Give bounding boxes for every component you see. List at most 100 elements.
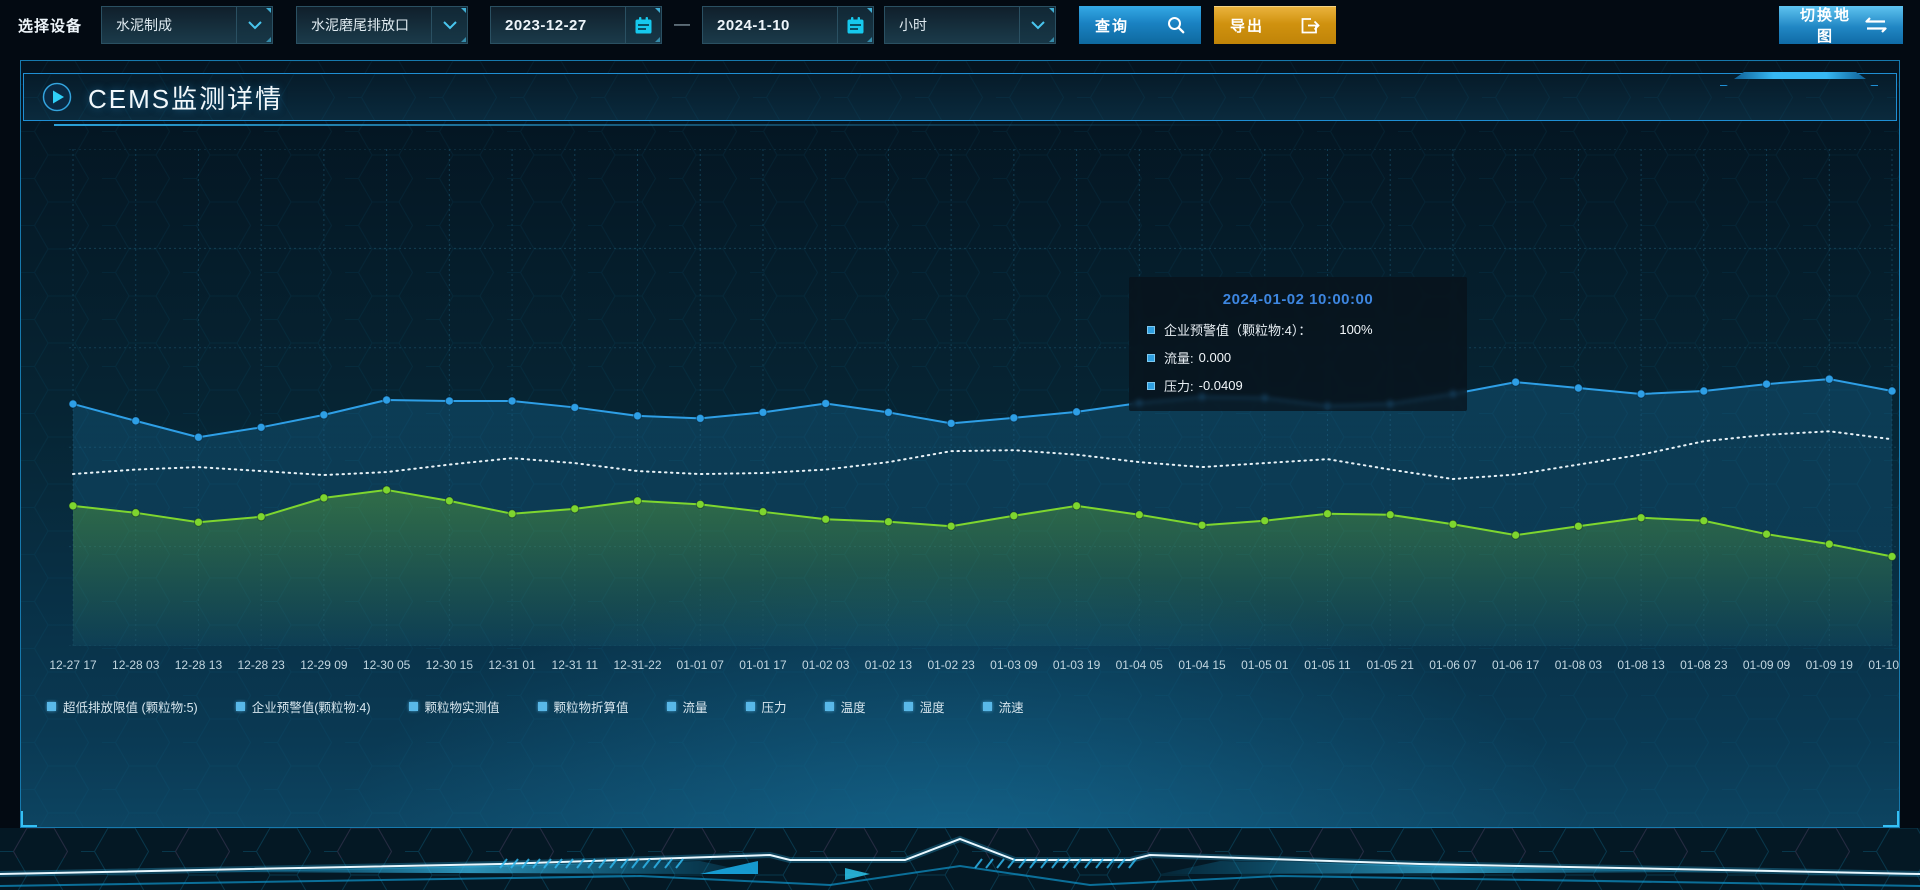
- x-axis-label: 01-08 13: [1617, 658, 1665, 672]
- x-axis-label: 01-06 07: [1429, 658, 1477, 672]
- x-axis-label: 12-27 17: [49, 658, 97, 672]
- x-axis-label: 01-03 19: [1052, 658, 1101, 672]
- device-dropdown[interactable]: 水泥制成: [101, 6, 274, 44]
- chart-legend: 超低排放限值 (颗粒物:5) 企业预警值(颗粒物:4) 颗粒物实测值 颗粒物折算值 流量…: [47, 697, 1024, 716]
- x-axis-label: 12-29 09: [300, 658, 348, 672]
- legend-label: 流量: [682, 701, 708, 715]
- x-axis-label: 01-02 03: [802, 658, 850, 672]
- legend-marker: [666, 702, 676, 711]
- tooltip-series-value: 100%: [1339, 322, 1373, 337]
- x-axis-label: 12-28 03: [112, 658, 160, 672]
- query-button[interactable]: 查询: [1079, 6, 1202, 44]
- x-axis-label: 01-02 13: [864, 658, 913, 672]
- tooltip-row: 企业预警值（颗粒物:4）： 100%: [1147, 320, 1449, 339]
- date-range-separator: —: [674, 16, 691, 33]
- chevron-down-icon: [247, 20, 262, 30]
- outlet-dropdown[interactable]: 水泥磨尾排放口: [296, 6, 469, 44]
- tooltip-series-marker: [1147, 381, 1155, 390]
- x-axis-label: 12-31-22: [613, 658, 662, 672]
- toolbar: 选择设备 水泥制成 水泥磨尾排放口 2023-12-27 — 2024-1-10…: [0, 6, 1920, 45]
- chevron-down-icon: [1030, 20, 1045, 30]
- x-axis-label: 01-03 09: [990, 658, 1038, 672]
- x-axis-label: 01-09 19: [1805, 658, 1853, 672]
- start-date-value: 2023-12-27: [505, 16, 587, 34]
- tooltip-series-marker: [1147, 325, 1155, 334]
- x-axis-label: 01-05 11: [1304, 658, 1351, 672]
- legend-item[interactable]: 湿度: [903, 697, 945, 716]
- panel-title-bar: CEMS监测详情: [23, 72, 1897, 126]
- tooltip-series-label: 压力:: [1164, 379, 1194, 394]
- legend-label: 企业预警值(颗粒物:4): [251, 701, 371, 715]
- x-axis-labels: 12-27 17 12-28 03 12-28 13 12-28 23 12-29 09…: [49, 658, 1899, 674]
- legend-label: 压力: [761, 701, 787, 715]
- legend-marker: [982, 702, 992, 711]
- legend-label: 湿度: [919, 701, 945, 715]
- x-axis-label: 12-28 13: [174, 658, 223, 672]
- x-axis-label: 01-10 05: [1868, 658, 1900, 672]
- x-axis-label: 01-02 23: [927, 658, 975, 672]
- x-axis-label: 01-04 15: [1178, 658, 1226, 672]
- tooltip-series-marker: [1147, 353, 1155, 362]
- tooltip-row: 流量: 0.000: [1147, 348, 1449, 367]
- legend-label: 流速: [998, 701, 1024, 715]
- x-axis-label: 12-31 11: [551, 658, 599, 672]
- switch-map-button-label: 切换地图: [1799, 7, 1851, 45]
- export-button[interactable]: 导出: [1214, 6, 1337, 44]
- titlebar-accent-bar: [1734, 72, 1866, 79]
- legend-marker: [824, 702, 834, 711]
- legend-marker: [745, 702, 755, 711]
- x-axis-label: 12-30 05: [362, 658, 411, 672]
- tooltip-timestamp: 2024-01-02 10:00:00: [1222, 291, 1374, 308]
- calendar-icon: [634, 16, 653, 35]
- outlet-dropdown-value: 水泥磨尾排放口: [311, 17, 410, 33]
- swap-arrows-icon: [1865, 17, 1887, 33]
- end-date-input[interactable]: 2024-1-10: [702, 6, 875, 44]
- tooltip-series-label: 企业预警值（颗粒物:4）：: [1164, 323, 1312, 338]
- interval-dropdown-value: 小时: [899, 17, 928, 33]
- legend-label: 超低排放限值 (颗粒物:5): [63, 701, 198, 715]
- end-date-value: 2024-1-10: [717, 16, 790, 34]
- start-date-input[interactable]: 2023-12-27: [490, 6, 663, 44]
- chart-tooltip: 2024-01-02 10:00:00 企业预警值（颗粒物:4）： 100% 流量:…: [1129, 277, 1467, 411]
- legend-item[interactable]: 流速: [982, 697, 1024, 716]
- tooltip-series-value: 0.000: [1198, 350, 1232, 365]
- legend-marker: [903, 702, 913, 711]
- x-axis-label: 01-08 03: [1554, 658, 1603, 672]
- page-title: CEMS监测详情: [88, 83, 284, 114]
- x-axis-label: 01-05 21: [1366, 658, 1414, 672]
- legend-item[interactable]: 颗粒物实测值: [408, 697, 500, 716]
- tooltip-row: 压力: -0.0409: [1147, 376, 1449, 395]
- x-axis-label: 01-01 17: [739, 658, 787, 672]
- legend-item[interactable]: 压力: [745, 697, 787, 716]
- legend-item[interactable]: 流量: [666, 697, 708, 716]
- legend-label: 颗粒物折算值: [553, 701, 629, 715]
- x-axis-label: 01-06 17: [1491, 658, 1540, 672]
- legend-label: 温度: [840, 701, 866, 715]
- x-axis-label: 01-09 09: [1742, 658, 1791, 672]
- line-chart[interactable]: [68, 148, 1897, 647]
- legend-marker: [235, 702, 245, 711]
- search-icon: [1167, 16, 1185, 34]
- legend-marker: [47, 702, 56, 711]
- bottom-decoration: [0, 828, 1920, 890]
- tooltip-series-value: -0.0409: [1198, 378, 1243, 393]
- legend-item[interactable]: 超低排放限值 (颗粒物:5): [47, 697, 198, 716]
- switch-map-button[interactable]: 切换地图: [1779, 6, 1903, 45]
- legend-item[interactable]: 企业预警值(颗粒物:4): [235, 697, 371, 716]
- query-button-label: 查询: [1095, 17, 1130, 35]
- interval-dropdown[interactable]: 小时: [884, 6, 1057, 44]
- chevron-down-icon: [442, 20, 457, 30]
- titlebar-notch: [1720, 81, 1878, 86]
- cems-monitor-panel: CEMS监测详情 12-27 17 12-28 03 12-28 13 12-28 2…: [20, 60, 1900, 828]
- x-axis-label: 12-28 23: [237, 658, 285, 672]
- x-axis-label: 12-30 15: [425, 658, 474, 672]
- tooltip-series-label: 流量:: [1164, 351, 1194, 366]
- legend-marker: [408, 702, 418, 711]
- device-dropdown-value: 水泥制成: [116, 17, 173, 33]
- play-icon[interactable]: [42, 82, 72, 112]
- legend-item[interactable]: 颗粒物折算值: [537, 697, 629, 716]
- export-button-label: 导出: [1230, 18, 1265, 35]
- legend-marker: [537, 702, 547, 711]
- export-icon: [1300, 17, 1320, 35]
- legend-item[interactable]: 温度: [824, 697, 866, 716]
